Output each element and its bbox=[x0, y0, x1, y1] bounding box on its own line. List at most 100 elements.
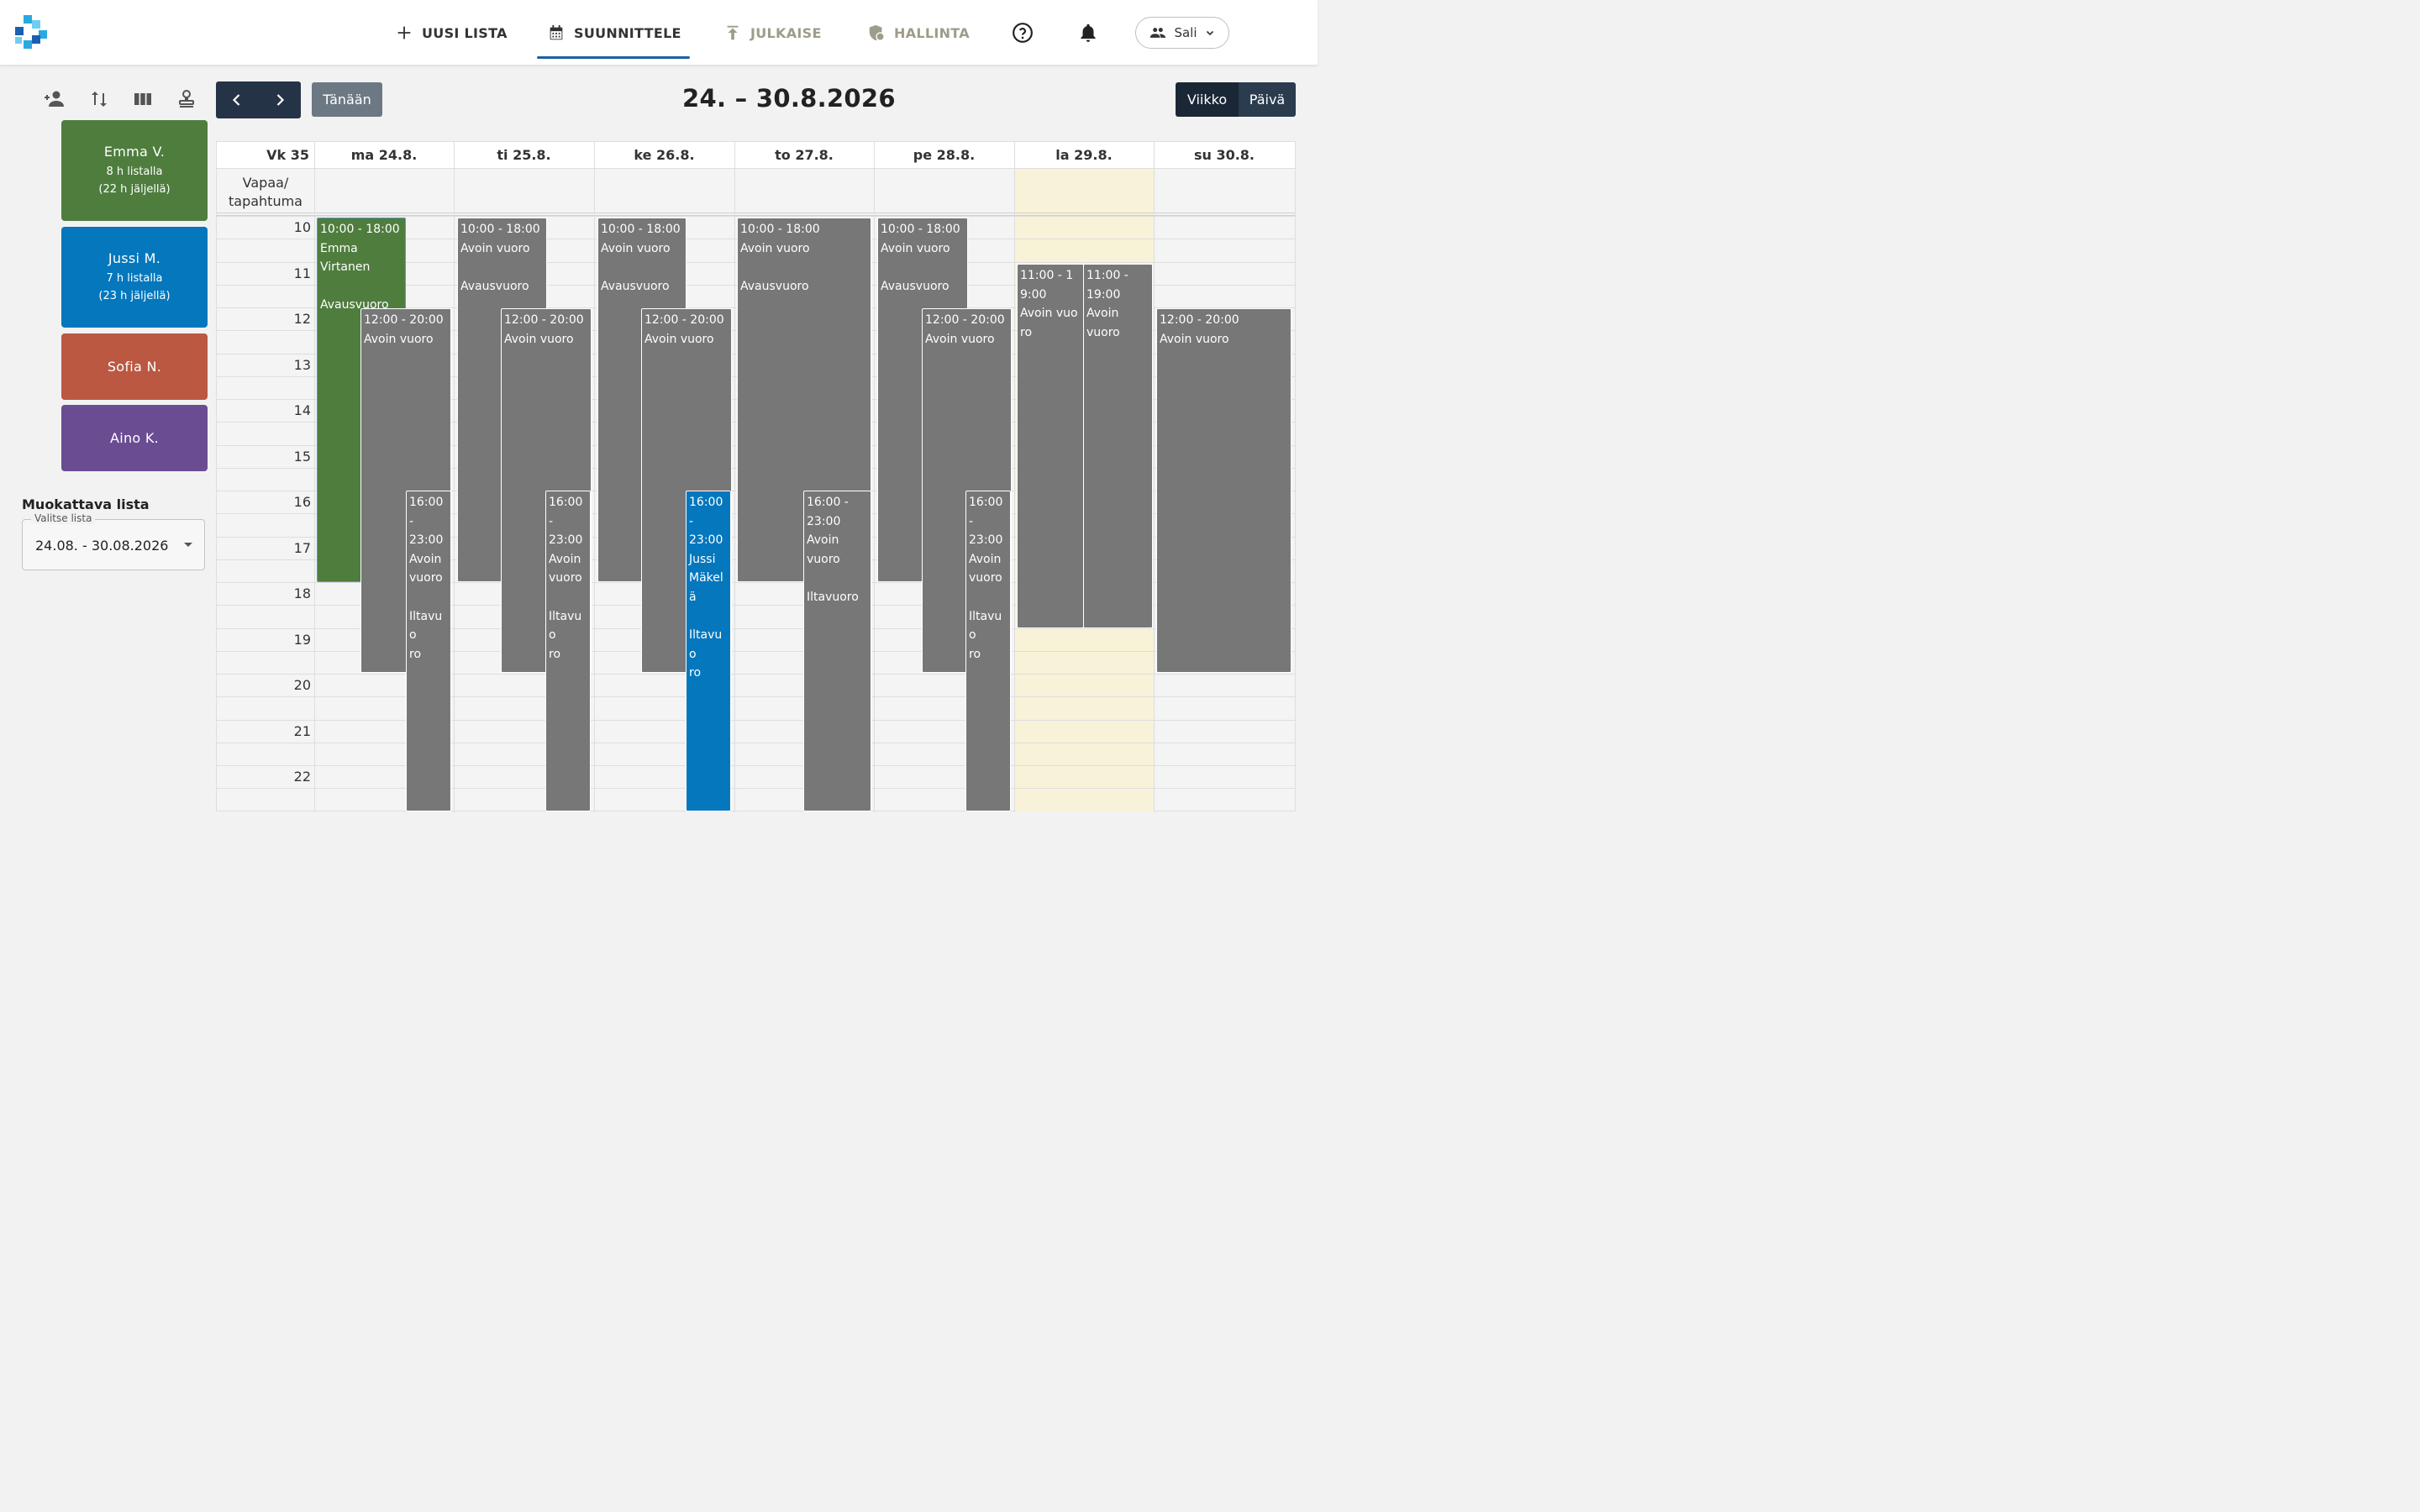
employee-remaining: (23 h jäljellä) bbox=[98, 289, 171, 302]
admin-label: HALLINTA bbox=[894, 24, 970, 41]
shift-text-line: 16:00 bbox=[689, 496, 723, 509]
grid-line bbox=[217, 628, 1295, 629]
employee-card-emma[interactable]: Emma V. 8 h listalla (22 h jäljellä) bbox=[61, 120, 208, 221]
today-button[interactable]: Tänään bbox=[312, 82, 382, 117]
shift-text-line: ro bbox=[549, 647, 561, 661]
employee-hours: 8 h listalla bbox=[106, 165, 163, 178]
grid-line bbox=[217, 582, 1295, 583]
grid-line bbox=[217, 605, 1295, 606]
day-header[interactable]: su 30.8. bbox=[1154, 142, 1295, 168]
shift-text-line bbox=[881, 258, 965, 277]
shift-text-line: Avoin vuoro bbox=[1160, 332, 1229, 346]
shift-text-line: 12:00 - 20:00 bbox=[1160, 313, 1239, 327]
help-icon[interactable] bbox=[1012, 22, 1034, 44]
shift-text-line: vuoro bbox=[969, 571, 1002, 585]
shift-text-line: 16:00 bbox=[969, 496, 1003, 509]
shift-text-line: 10:00 - 18:00 bbox=[601, 223, 681, 236]
list-select-value: 24.08. - 30.08.2026 bbox=[35, 538, 169, 554]
chevron-left-icon bbox=[233, 94, 240, 106]
columns-icon[interactable] bbox=[132, 88, 154, 110]
grid-line bbox=[217, 788, 1295, 789]
day-header[interactable]: pe 28.8. bbox=[874, 142, 1014, 168]
shift-text-line: ro bbox=[689, 666, 702, 680]
list-select[interactable]: Valitse lista 24.08. - 30.08.2026 bbox=[22, 512, 205, 570]
location-selector[interactable]: Sali bbox=[1135, 17, 1229, 49]
day-header[interactable]: ti 25.8. bbox=[454, 142, 594, 168]
employee-name: Aino K. bbox=[109, 430, 160, 446]
prev-week-button[interactable] bbox=[216, 81, 259, 118]
shift-text-line: Iltavuo bbox=[689, 628, 723, 661]
plus-icon bbox=[397, 26, 411, 39]
publish-nav[interactable]: JULKAISE bbox=[723, 0, 822, 66]
shift-text-line: - bbox=[689, 514, 694, 528]
admin-nav[interactable]: HALLINTA bbox=[867, 0, 970, 66]
day-header[interactable]: la 29.8. bbox=[1014, 142, 1154, 168]
shift-text-line: 23:00 bbox=[689, 533, 723, 548]
day-header[interactable]: ma 24.8. bbox=[314, 142, 454, 168]
plan-nav[interactable]: SUUNNITTELE bbox=[537, 0, 690, 66]
hour-label: 19 bbox=[293, 631, 311, 648]
shift-text-line: 23:00 bbox=[409, 533, 444, 548]
employee-card-aino[interactable]: Aino K. bbox=[61, 405, 208, 471]
shift-text-line: 12:00 - 20:00 bbox=[364, 313, 444, 327]
hour-label: 21 bbox=[293, 722, 311, 739]
shift-text-line: Iltavuo bbox=[549, 609, 582, 643]
shift-block[interactable]: 16:00 - 23:00 Avoin vuoro Iltavuo ro bbox=[406, 491, 451, 811]
shift-block[interactable]: 12:00 - 20:00 Avoin vuoro bbox=[1156, 308, 1292, 673]
editable-list-title: Muokattava lista bbox=[22, 496, 150, 512]
employee-card-sofia[interactable]: Sofia N. bbox=[61, 333, 208, 400]
hour-label: 20 bbox=[293, 677, 311, 693]
caret-down-icon bbox=[184, 543, 192, 547]
shift-text-line bbox=[460, 258, 544, 277]
sort-icon[interactable] bbox=[88, 88, 110, 110]
shift-text-line: vuoro bbox=[409, 571, 443, 585]
shift-text-line: Avoin vuoro bbox=[364, 332, 434, 346]
shift-text-line: Avausvuoro bbox=[740, 279, 809, 293]
shift-text-line: 11:00 - bbox=[1086, 269, 1128, 282]
allday-label-line-2: tapahtuma bbox=[229, 193, 302, 209]
shift-text-line: Avoin bbox=[409, 552, 442, 566]
shift-block[interactable]: 16:00 - 23:00 Avoin vuoro Iltavuo ro bbox=[965, 491, 1011, 811]
shift-text-line bbox=[601, 258, 684, 277]
publish-label: JULKAISE bbox=[750, 24, 822, 41]
grid-line bbox=[454, 142, 455, 812]
shift-block[interactable]: 16:00 - 23:00 Jussi Mäkel ä Iltavuo ro bbox=[686, 491, 731, 811]
shift-text-line: 16:00 - bbox=[807, 496, 849, 509]
stamp-icon[interactable] bbox=[176, 88, 197, 110]
app-logo[interactable] bbox=[13, 15, 49, 50]
shift-text-line: 12:00 - 20:00 bbox=[925, 313, 1005, 327]
shift-text-line: 10:00 - 18:00 bbox=[881, 223, 960, 236]
hour-label: 15 bbox=[293, 448, 311, 465]
shift-block[interactable]: 16:00 - 23:00 Avoin vuoro Iltavuo ro bbox=[545, 491, 591, 811]
shift-text-line bbox=[740, 258, 869, 277]
hour-label: 13 bbox=[293, 356, 311, 373]
day-view-button[interactable]: Päivä bbox=[1239, 82, 1296, 117]
hour-label: 14 bbox=[293, 402, 311, 418]
day-header[interactable]: ke 26.8. bbox=[594, 142, 734, 168]
hour-label: 16 bbox=[293, 494, 311, 510]
shift-block[interactable]: 16:00 - 23:00 Avoin vuoro Iltavuoro bbox=[803, 491, 871, 811]
grid-line bbox=[217, 696, 1295, 697]
shift-block[interactable]: 11:00 - 19:00 Avoin vuoro bbox=[1083, 264, 1153, 628]
next-week-button[interactable] bbox=[259, 81, 302, 118]
hour-label: 10 bbox=[293, 219, 311, 235]
shift-block[interactable]: 11:00 - 19:00 Avoin vuoro bbox=[1017, 264, 1084, 628]
shift-text-line: Avausvuoro bbox=[460, 279, 529, 293]
employee-remaining: (22 h jäljellä) bbox=[98, 182, 171, 196]
shift-text-line: vuoro bbox=[1086, 325, 1120, 339]
shift-text-line: ro bbox=[969, 647, 981, 661]
bell-icon[interactable] bbox=[1077, 22, 1099, 44]
new-list-nav[interactable]: UUSI LISTA bbox=[395, 0, 508, 66]
chevron-down-icon bbox=[1206, 30, 1213, 36]
hour-label: 12 bbox=[293, 311, 311, 327]
day-header[interactable]: to 27.8. bbox=[734, 142, 874, 168]
add-person-icon[interactable] bbox=[44, 88, 66, 110]
hour-label: 22 bbox=[293, 769, 311, 785]
employee-card-jussi[interactable]: Jussi M. 7 h listalla (23 h jäljellä) bbox=[61, 227, 208, 328]
date-range-title: 24. – 30.8.2026 bbox=[682, 84, 896, 113]
shift-text-line: ä bbox=[689, 590, 697, 604]
week-view-button[interactable]: Viikko bbox=[1176, 82, 1239, 117]
shift-text-line: Avoin vuoro bbox=[925, 332, 995, 346]
admin-shield-icon bbox=[869, 24, 885, 41]
shift-text-line: Mäkel bbox=[689, 571, 723, 585]
